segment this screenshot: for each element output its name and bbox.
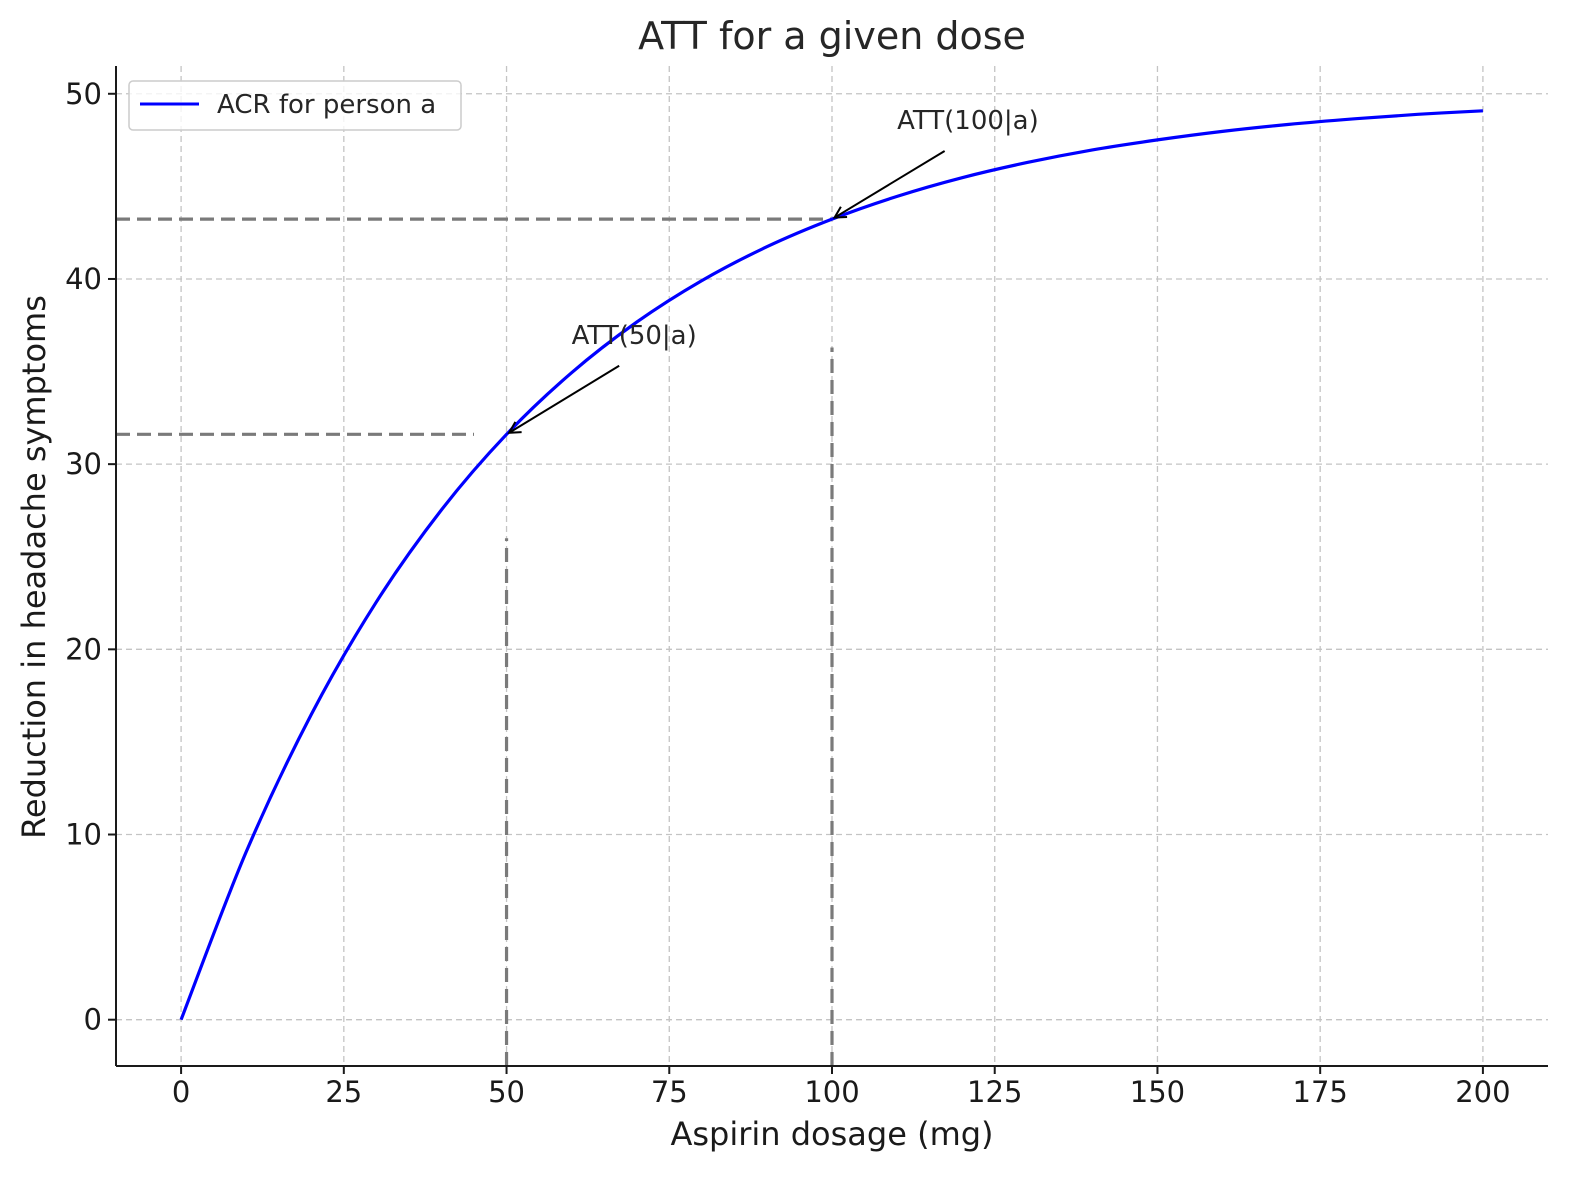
y-tick-label: 40 [65,262,102,296]
x-axis-label: Aspirin dosage (mg) [670,1115,993,1153]
x-tick-label: 175 [1293,1075,1348,1109]
legend-label: ACR for person a [217,90,436,120]
x-tick-label: 200 [1455,1075,1510,1109]
x-tick-label: 0 [172,1075,190,1109]
x-axis-ticks: 0 25 50 75 100 125 150 175 200 [172,1066,1511,1109]
reference-lines [116,217,834,1066]
x-tick-label: 50 [488,1075,525,1109]
y-tick-label: 10 [65,818,102,852]
series-layer [179,109,1483,1021]
annotations: ATT(100|a) ATT(50|a) [510,106,1039,432]
y-tick-label: 0 [84,1003,102,1037]
annotation-arrow [835,150,946,217]
legend: ACR for person a [128,80,462,131]
annotation-arrow [510,364,620,432]
x-tick-label: 25 [325,1075,362,1109]
legend-frame [128,80,462,131]
series-line [179,109,1483,1021]
chart-title: ATT for a given dose [638,14,1026,58]
annotation-label: ATT(100|a) [897,106,1039,136]
y-tick-label: 30 [65,447,102,481]
y-tick-label: 20 [65,632,102,666]
x-tick-label: 125 [967,1075,1022,1109]
y-axis-label: Reduction in headache symptoms [15,295,53,839]
x-tick-label: 75 [651,1075,688,1109]
y-tick-label: 50 [65,77,102,111]
annotation-label: ATT(50|a) [572,321,697,351]
x-tick-label: 100 [804,1075,859,1109]
y-axis-ticks: 0 10 20 30 40 50 [65,77,116,1037]
x-tick-label: 150 [1130,1075,1185,1109]
